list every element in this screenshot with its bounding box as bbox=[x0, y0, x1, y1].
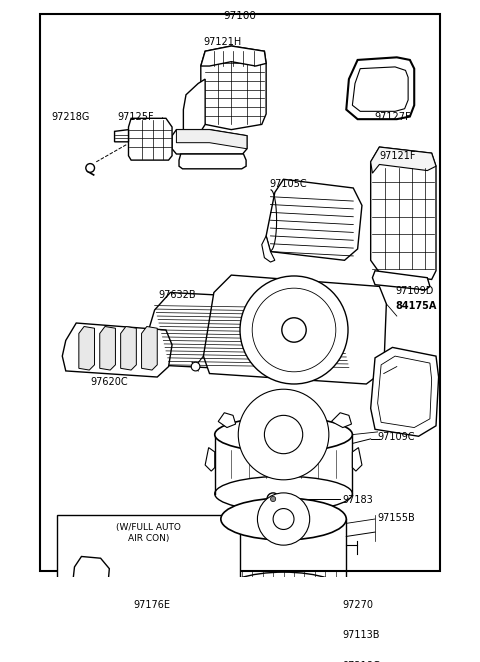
Polygon shape bbox=[352, 67, 408, 111]
Circle shape bbox=[257, 493, 310, 545]
Polygon shape bbox=[205, 448, 215, 471]
Polygon shape bbox=[179, 154, 246, 169]
Text: 97632B: 97632B bbox=[158, 290, 196, 300]
Circle shape bbox=[274, 628, 285, 638]
Ellipse shape bbox=[221, 498, 346, 540]
Polygon shape bbox=[332, 412, 351, 428]
Polygon shape bbox=[218, 412, 236, 428]
Circle shape bbox=[271, 496, 276, 502]
Text: 97100: 97100 bbox=[224, 11, 256, 21]
Text: 97127F: 97127F bbox=[374, 112, 411, 122]
Polygon shape bbox=[378, 356, 432, 428]
Text: (W/FULL AUTO
AIR CON): (W/FULL AUTO AIR CON) bbox=[116, 524, 181, 543]
Polygon shape bbox=[371, 147, 436, 173]
Text: 97121H: 97121H bbox=[204, 37, 242, 47]
Circle shape bbox=[282, 318, 306, 342]
Polygon shape bbox=[62, 323, 172, 377]
Text: 97155B: 97155B bbox=[378, 513, 415, 523]
Text: 97176E: 97176E bbox=[134, 600, 171, 610]
Circle shape bbox=[240, 276, 348, 384]
Polygon shape bbox=[172, 130, 247, 154]
Text: 97121F: 97121F bbox=[379, 150, 416, 160]
Text: 97218G: 97218G bbox=[51, 112, 89, 122]
Text: 97109D: 97109D bbox=[395, 287, 433, 297]
Text: 97270: 97270 bbox=[343, 600, 374, 610]
Ellipse shape bbox=[215, 417, 352, 452]
Text: 97183: 97183 bbox=[343, 495, 373, 506]
Polygon shape bbox=[352, 448, 362, 471]
Polygon shape bbox=[79, 326, 95, 370]
Circle shape bbox=[238, 389, 329, 480]
Polygon shape bbox=[120, 326, 136, 370]
Polygon shape bbox=[142, 326, 157, 370]
Circle shape bbox=[252, 288, 336, 372]
Circle shape bbox=[273, 508, 294, 530]
Polygon shape bbox=[183, 79, 205, 136]
Polygon shape bbox=[204, 275, 386, 384]
Polygon shape bbox=[115, 130, 129, 142]
Ellipse shape bbox=[221, 572, 346, 614]
Polygon shape bbox=[266, 179, 362, 260]
Circle shape bbox=[280, 600, 287, 607]
Polygon shape bbox=[201, 46, 266, 130]
Polygon shape bbox=[177, 130, 247, 149]
Text: 84175A: 84175A bbox=[395, 301, 436, 311]
Polygon shape bbox=[129, 118, 172, 160]
Text: 97109C: 97109C bbox=[378, 432, 415, 442]
Circle shape bbox=[267, 493, 279, 505]
Text: 97620C: 97620C bbox=[91, 377, 128, 387]
Polygon shape bbox=[262, 236, 275, 262]
Polygon shape bbox=[372, 271, 430, 290]
Circle shape bbox=[191, 362, 200, 371]
Polygon shape bbox=[76, 595, 106, 604]
Text: 97113B: 97113B bbox=[343, 630, 380, 639]
Polygon shape bbox=[346, 58, 414, 119]
Text: 97218G: 97218G bbox=[343, 661, 381, 662]
Circle shape bbox=[86, 164, 95, 172]
Ellipse shape bbox=[215, 477, 352, 511]
FancyBboxPatch shape bbox=[57, 514, 240, 615]
Polygon shape bbox=[144, 293, 345, 373]
Polygon shape bbox=[262, 619, 294, 647]
Circle shape bbox=[264, 415, 303, 453]
Text: 97125F: 97125F bbox=[117, 112, 154, 122]
Polygon shape bbox=[371, 147, 436, 279]
Polygon shape bbox=[100, 326, 115, 370]
FancyBboxPatch shape bbox=[40, 14, 440, 571]
Polygon shape bbox=[201, 46, 266, 66]
Polygon shape bbox=[371, 348, 439, 436]
Polygon shape bbox=[73, 557, 109, 595]
Text: 97105C: 97105C bbox=[269, 179, 307, 189]
